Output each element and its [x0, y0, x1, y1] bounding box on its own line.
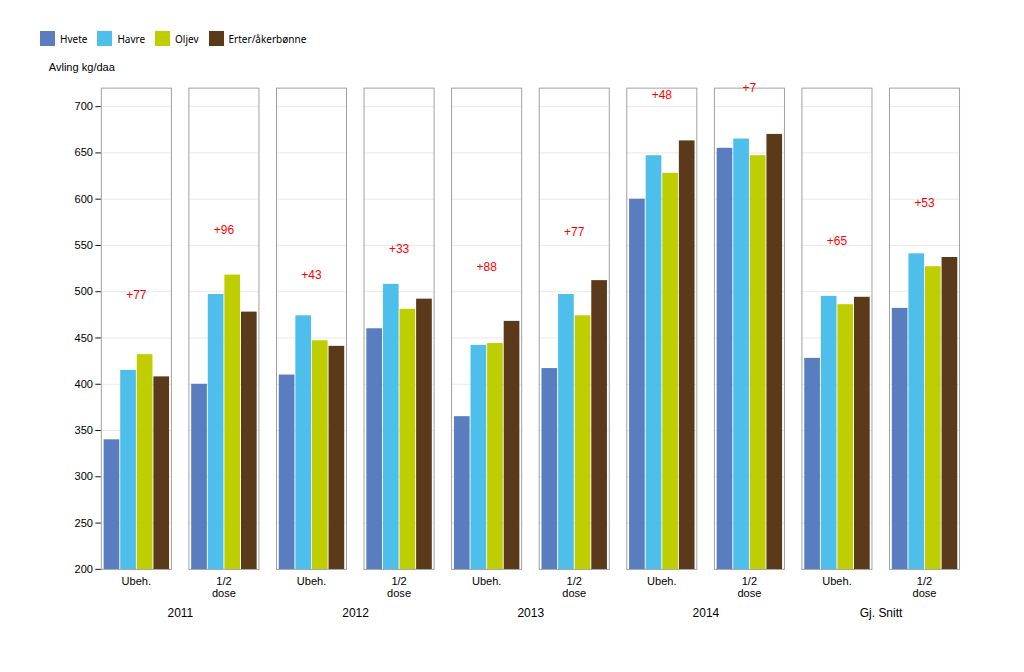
- html-text:Erter/åkerbønne: Erter/åkerbønne: [228, 31, 307, 46]
- svg-text:Ubeh.: Ubeh.: [122, 575, 151, 587]
- svg-text:+53: +53: [914, 196, 935, 210]
- svg-text:250: 250: [75, 517, 93, 529]
- svg-text:600: 600: [75, 193, 93, 205]
- svg-text:350: 350: [75, 424, 93, 436]
- svg-text:+65: +65: [827, 234, 848, 248]
- svg-text:1/2dose: 1/2dose: [737, 575, 761, 598]
- svg-text:1/2dose: 1/2dose: [913, 575, 937, 598]
- svg-text:200: 200: [75, 563, 93, 575]
- svg-text:1/2dose: 1/2dose: [562, 575, 586, 598]
- svg-text:+88: +88: [476, 260, 497, 274]
- svg-text:+33: +33: [389, 242, 410, 256]
- svg-text:+48: +48: [652, 88, 673, 102]
- svg-text:400: 400: [75, 378, 93, 390]
- svg-text:450: 450: [75, 332, 93, 344]
- svg-text:2013: 2013: [517, 606, 544, 620]
- html-text:Havre: Havre: [117, 31, 146, 46]
- svg-text:+77: +77: [564, 225, 585, 239]
- html-text:Oljev: Oljev: [175, 31, 199, 46]
- html-text:Hvete: Hvete: [60, 31, 88, 46]
- svg-text:Ubeh.: Ubeh.: [297, 575, 326, 587]
- svg-text:1/2dose: 1/2dose: [387, 575, 411, 598]
- svg-text:+7: +7: [743, 81, 757, 95]
- svg-text:Ubeh.: Ubeh.: [822, 575, 851, 587]
- svg-text:300: 300: [75, 470, 93, 482]
- svg-text:650: 650: [75, 146, 93, 158]
- svg-text:+96: +96: [214, 223, 235, 237]
- svg-text:Ubeh.: Ubeh.: [647, 575, 676, 587]
- svg-text:Ubeh.: Ubeh.: [472, 575, 501, 587]
- svg-text:700: 700: [75, 100, 93, 112]
- svg-text:Avling kg/daa: Avling kg/daa: [49, 61, 116, 73]
- svg-text:Gj. Snitt: Gj. Snitt: [860, 606, 903, 620]
- svg-text:2012: 2012: [342, 606, 369, 620]
- svg-text:2014: 2014: [693, 606, 720, 620]
- svg-text:1/2dose: 1/2dose: [212, 575, 236, 598]
- svg-text:500: 500: [75, 285, 93, 297]
- svg-text:+43: +43: [301, 268, 322, 282]
- svg-text:+77: +77: [126, 288, 147, 302]
- svg-text:550: 550: [75, 239, 93, 251]
- svg-text:2011: 2011: [168, 606, 194, 620]
